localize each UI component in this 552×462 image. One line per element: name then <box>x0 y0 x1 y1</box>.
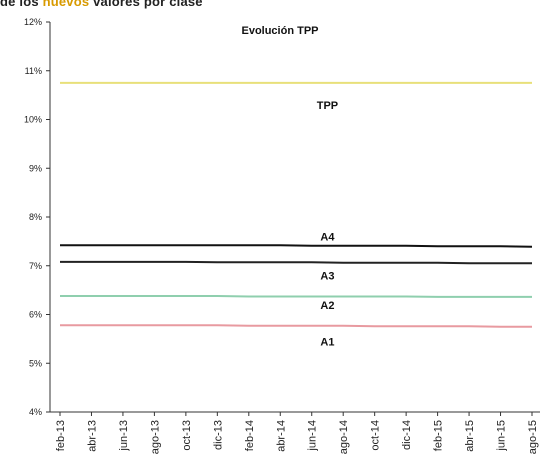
x-tick-label: jun-13 <box>118 420 130 452</box>
series-label-a3: A3 <box>320 271 334 283</box>
y-tick-label: 5% <box>29 358 42 368</box>
y-tick-label: 12% <box>24 17 42 27</box>
x-tick-label: abr-13 <box>86 420 98 452</box>
y-tick-label: 8% <box>29 212 42 222</box>
x-tick-label: ago-13 <box>149 420 161 454</box>
y-tick-label: 6% <box>29 310 42 320</box>
x-tick-label: abr-15 <box>464 420 476 452</box>
x-tick-label: ago-15 <box>527 420 539 454</box>
x-tick-label: abr-14 <box>275 420 287 452</box>
x-tick-label: oct-13 <box>181 420 193 451</box>
x-tick-label: feb-14 <box>244 420 256 451</box>
y-tick-label: 4% <box>29 407 42 417</box>
x-tick-label: dic-13 <box>212 420 224 450</box>
series-line-a3 <box>60 260 532 265</box>
x-tick-label: ago-14 <box>338 420 350 454</box>
y-tick-label: 11% <box>25 66 42 76</box>
series-lines <box>60 81 533 328</box>
x-tick-label: dic-14 <box>401 420 413 450</box>
caption-prefix: de los <box>0 0 39 9</box>
series-line-a4 <box>60 244 533 248</box>
series-line-a2 <box>60 295 532 298</box>
chart-caption: de los nuevos valores por clase <box>0 0 203 9</box>
y-tick-label: 10% <box>24 115 42 125</box>
y-tick-label: 7% <box>29 261 42 271</box>
x-tick-label: feb-15 <box>433 420 445 451</box>
chart-axes: 4% 5% 6% 7% 8% 9% 10% 11% 12% feb-13 abr-13 jun-13 a… <box>24 17 540 454</box>
caption-highlight: nuevos <box>42 0 90 9</box>
x-tick-label: jun-15 <box>496 420 508 452</box>
series-label-a1: A1 <box>320 336 334 348</box>
series-label-a2: A2 <box>320 300 334 312</box>
x-tick-label: jun-14 <box>307 420 319 452</box>
chart-title: Evolución TPP <box>241 25 318 37</box>
x-tick-label: oct-14 <box>370 420 382 451</box>
series-label-a4: A4 <box>320 232 335 244</box>
series-line-a1 <box>60 324 532 328</box>
series-labels: TPP A4 A3 A2 A1 <box>317 100 338 348</box>
x-tick-label: feb-13 <box>55 420 67 451</box>
y-tick-label: 9% <box>29 163 42 173</box>
series-label-tpp: TPP <box>317 100 338 112</box>
caption-suffix: valores por clase <box>93 0 203 9</box>
